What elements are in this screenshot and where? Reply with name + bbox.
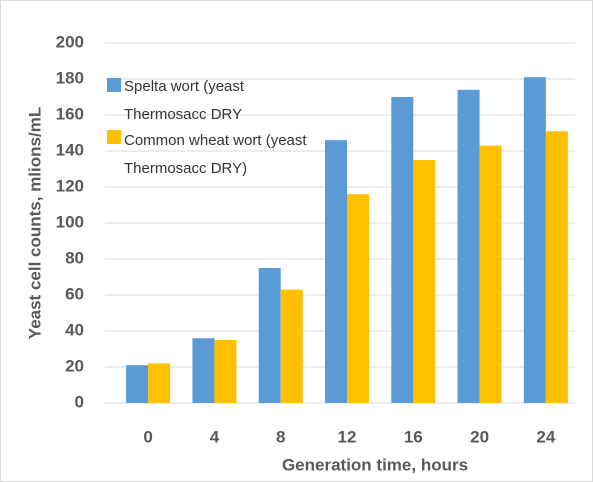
bar — [391, 97, 414, 403]
legend-label: Spelta wort (yeast Thermosacc DRY — [124, 78, 245, 123]
bar — [126, 365, 149, 403]
y-tick-label: 60 — [65, 284, 84, 303]
x-tick-label: 8 — [276, 427, 285, 446]
y-tick-label: 140 — [56, 140, 84, 159]
bar — [325, 140, 347, 403]
y-tick-label: 20 — [65, 356, 84, 375]
bar — [523, 77, 546, 403]
x-tick-label: 12 — [338, 427, 357, 446]
x-axis-title: Generation time, hours — [282, 455, 468, 474]
x-tick-label: 24 — [536, 427, 555, 446]
y-tick-label: 120 — [56, 176, 84, 195]
bar — [457, 89, 480, 404]
bar — [545, 131, 568, 403]
x-tick-label: 16 — [404, 427, 423, 446]
bar — [413, 160, 436, 403]
bar — [280, 289, 303, 403]
bar — [192, 338, 215, 403]
y-tick-label: 200 — [56, 32, 84, 51]
x-tick-label: 4 — [210, 427, 220, 446]
y-tick-label: 160 — [56, 104, 84, 123]
y-tick-label: 100 — [56, 212, 84, 231]
bar — [258, 268, 281, 403]
x-tick-label: 20 — [470, 427, 489, 446]
bar — [148, 363, 171, 403]
y-tick-label: 180 — [56, 68, 84, 87]
legend-swatch — [107, 78, 121, 92]
y-tick-label: 80 — [65, 248, 84, 267]
x-tick-label: 0 — [143, 427, 152, 446]
y-tick-label: 40 — [65, 320, 84, 339]
bar — [347, 194, 369, 403]
legend-label: Common wheat wort (yeast Thermosacc DRY) — [124, 132, 307, 177]
bar — [479, 145, 502, 403]
y-axis-title: Yeast cell counts, mlions/mL — [25, 107, 44, 339]
bar — [214, 340, 237, 403]
legend-swatch — [107, 130, 121, 144]
y-tick-label: 0 — [75, 392, 84, 411]
